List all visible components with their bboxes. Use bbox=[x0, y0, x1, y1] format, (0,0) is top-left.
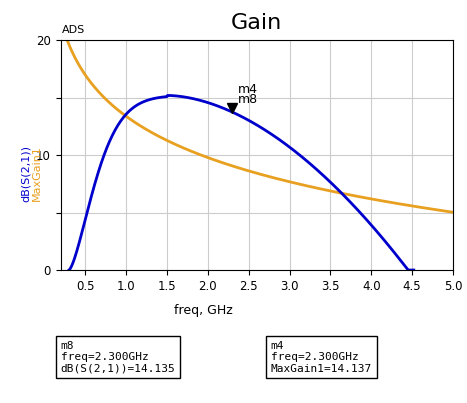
Text: m8
freq=2.300GHz
dB(S(2,1))=14.135: m8 freq=2.300GHz dB(S(2,1))=14.135 bbox=[61, 341, 176, 374]
Text: ADS: ADS bbox=[63, 25, 85, 35]
Text: MaxGain1: MaxGain1 bbox=[32, 145, 42, 201]
Text: m4: m4 bbox=[238, 83, 258, 96]
Text: m4
freq=2.300GHz
MaxGain1=14.137: m4 freq=2.300GHz MaxGain1=14.137 bbox=[271, 341, 372, 374]
Text: dB(S(2,1)): dB(S(2,1)) bbox=[21, 145, 31, 202]
Text: m8: m8 bbox=[238, 93, 258, 106]
Title: Gain: Gain bbox=[231, 13, 283, 33]
Text: freq, GHz: freq, GHz bbox=[174, 304, 233, 317]
